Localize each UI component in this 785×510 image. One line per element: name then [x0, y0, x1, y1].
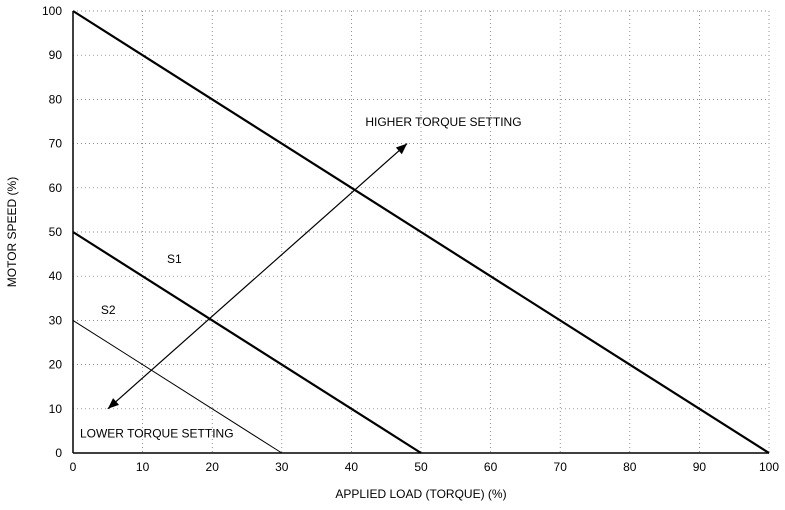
y-axis-title: MOTOR SPEED (%) [5, 177, 19, 287]
x-tick-label: 80 [623, 460, 637, 474]
torque-setting-arrow [107, 143, 408, 410]
x-tick-label: 20 [206, 460, 220, 474]
y-tick-label: 30 [49, 313, 63, 327]
y-tick-label: 40 [49, 269, 63, 283]
x-tick-label: 0 [70, 460, 77, 474]
annotation-label: S1 [167, 252, 182, 266]
x-tick-label: 50 [414, 460, 428, 474]
y-tick-label: 100 [42, 4, 62, 18]
series-lines [72, 10, 770, 454]
y-tick-label: 80 [49, 92, 63, 106]
y-tick-label: 0 [55, 446, 62, 460]
x-tick-label: 40 [345, 460, 359, 474]
x-tick-label: 100 [759, 460, 779, 474]
y-tick-label: 90 [49, 48, 63, 62]
arrow-head-down [107, 398, 120, 409]
y-tick-label: 20 [49, 358, 63, 372]
annotation-label: S2 [101, 303, 116, 317]
series-line-s1 [72, 231, 422, 454]
x-tick-label: 10 [136, 460, 150, 474]
annotations: HIGHER TORQUE SETTING LOWER TORQUE SETTIN… [80, 115, 522, 441]
x-tick-labels: 0 10 20 30 40 50 60 70 80 90 100 [70, 460, 780, 474]
annotation-label: LOWER TORQUE SETTING [80, 427, 234, 441]
series-line-1 [72, 10, 770, 454]
x-tick-label: 30 [275, 460, 289, 474]
y-tick-label: 60 [49, 181, 63, 195]
x-tick-label: 70 [554, 460, 568, 474]
y-tick-label: 10 [49, 402, 63, 416]
annotation-label: HIGHER TORQUE SETTING [365, 115, 521, 129]
x-tick-label: 90 [693, 460, 707, 474]
y-tick-labels: 0 10 20 30 40 50 60 70 80 90 100 [42, 4, 62, 460]
series-line-s2 [72, 319, 283, 454]
y-tick-label: 50 [49, 225, 63, 239]
y-tick-label: 70 [49, 137, 63, 151]
arrow-shaft [107, 143, 408, 410]
x-axis-title: APPLIED LOAD (TORQUE) (%) [335, 487, 506, 501]
x-tick-label: 60 [484, 460, 498, 474]
arrow-head-up [395, 143, 408, 155]
